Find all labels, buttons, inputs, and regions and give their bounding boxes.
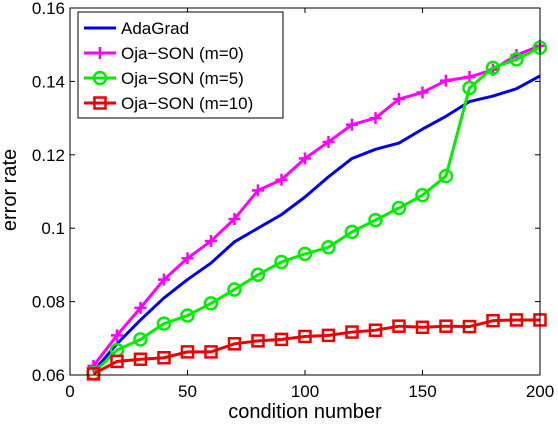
data-point — [251, 334, 265, 348]
data-point — [346, 118, 358, 131]
data-point — [299, 152, 311, 165]
legend: AdaGrad Oja−SON (m=0) Oja−SON (m=5) Oja−SON… — [77, 11, 284, 119]
data-point — [181, 252, 194, 265]
series-line — [92, 318, 540, 376]
data-point — [156, 316, 172, 331]
y-tick-label: 0.08 — [32, 293, 65, 312]
legend-box — [77, 11, 284, 119]
data-point — [485, 60, 501, 76]
data-point — [298, 329, 312, 344]
legend-label: AdaGrad — [121, 19, 189, 38]
axes: 0 50 100 150 200 0.06 0.08 0.1 0.12 0.14 0.16 — [32, 0, 554, 401]
data-point — [321, 328, 336, 343]
data-point — [321, 240, 336, 255]
data-point — [391, 200, 407, 216]
legend-entry: Oja−SON (m=5) — [84, 69, 244, 88]
data-point — [368, 323, 383, 337]
data-point — [462, 80, 477, 96]
legend-entry: Oja−SON (m=0) — [84, 44, 244, 63]
data-point — [392, 319, 406, 333]
data-point — [344, 224, 360, 240]
data-point — [345, 325, 359, 339]
y-tick-label: 0.12 — [32, 146, 65, 165]
x-axis-label: condition number — [228, 401, 382, 423]
x-tick-label: 150 — [408, 382, 436, 401]
legend-label: Oja−SON (m=5) — [121, 69, 244, 88]
x-tick-label: 100 — [291, 382, 319, 401]
data-point — [133, 332, 148, 347]
legend-marker — [92, 70, 108, 86]
data-point — [415, 320, 430, 335]
data-point — [509, 52, 524, 67]
series-line — [92, 46, 541, 375]
data-point — [274, 254, 289, 270]
data-point — [110, 354, 124, 369]
data-point — [111, 329, 123, 342]
data-point — [227, 282, 242, 297]
data-point — [368, 212, 383, 228]
plot-area — [86, 39, 548, 381]
data-point — [439, 319, 453, 333]
y-tick-label: 0.14 — [32, 72, 65, 91]
legend-entry: Oja−SON (m=10) — [84, 94, 253, 113]
data-point — [252, 184, 264, 197]
data-point — [297, 246, 313, 262]
data-point — [86, 367, 101, 381]
data-point — [486, 313, 500, 328]
data-point — [275, 173, 288, 186]
data-point — [180, 345, 195, 359]
data-point — [462, 319, 477, 334]
data-point — [180, 308, 195, 323]
data-point — [87, 359, 100, 372]
y-axis-label: error rate — [0, 149, 21, 231]
x-tick-label: 200 — [526, 382, 554, 401]
data-point — [509, 313, 524, 327]
data-point — [228, 213, 241, 226]
data-point — [203, 296, 219, 311]
y-tick-label: 0.1 — [41, 219, 65, 238]
x-tick-label: 50 — [178, 382, 197, 401]
data-point — [274, 332, 289, 347]
data-point — [205, 235, 217, 248]
data-point — [322, 135, 335, 148]
data-point — [416, 86, 429, 99]
data-point — [134, 301, 147, 314]
data-point — [158, 273, 170, 286]
data-point — [438, 168, 454, 184]
data-point — [227, 337, 242, 351]
y-tick-label: 0.16 — [32, 0, 65, 18]
legend-label: Oja−SON (m=0) — [121, 44, 244, 63]
data-point — [393, 93, 405, 106]
data-point — [157, 351, 171, 365]
y-tick-label: 0.06 — [32, 366, 65, 385]
legend-marker — [93, 96, 107, 110]
legend-label: Oja−SON (m=10) — [121, 94, 253, 113]
data-point — [369, 112, 382, 125]
legend-marker — [94, 47, 106, 59]
data-point — [133, 352, 148, 366]
x-tick-label: 0 — [65, 382, 74, 401]
series-3 — [86, 313, 547, 381]
legend-entry: AdaGrad — [84, 19, 189, 38]
data-point — [250, 267, 266, 283]
data-point — [204, 345, 218, 359]
data-point — [415, 187, 430, 203]
data-point — [440, 74, 452, 87]
